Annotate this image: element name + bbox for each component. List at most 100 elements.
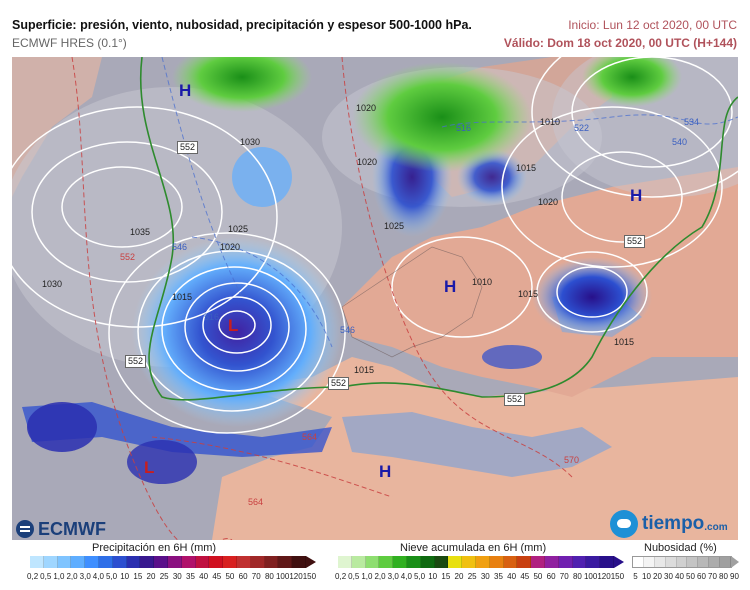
legend-swatch — [154, 556, 168, 568]
legend-swatch — [278, 556, 293, 568]
ecmwf-mark-icon — [16, 520, 34, 538]
legend-tick-label: 150 — [302, 572, 317, 581]
precip-uk — [232, 147, 292, 207]
legend-tick-label: 120 — [597, 572, 611, 581]
legend-snow-arrow-icon — [614, 556, 624, 568]
legend-swatch — [676, 557, 688, 567]
legend-precip-arrow-icon — [306, 556, 316, 568]
legend-swatch — [665, 557, 677, 567]
legend-tick-label: 20 — [454, 572, 464, 581]
thickness-552-line — [139, 57, 738, 401]
legend-swatch — [643, 557, 655, 567]
legend-tick-label: 2,0 — [66, 572, 78, 581]
high-center-east: H — [630, 186, 643, 205]
legend-swatch — [720, 557, 732, 567]
legend-swatch — [195, 556, 210, 568]
legend-swatch — [338, 556, 352, 568]
legend-tick-label: 150 — [610, 572, 625, 581]
isobar-label: 1010 — [472, 277, 493, 287]
legend-tick-label: 120 — [289, 572, 303, 581]
low-center-south: L — [144, 458, 155, 477]
thickness-label: 564 — [302, 432, 318, 442]
legend-swatch — [586, 556, 601, 568]
legend-tick-label: 70 — [251, 572, 261, 581]
tiempo-logo[interactable]: tiempo .com — [610, 510, 728, 538]
legend-tick-label: 4,0 — [400, 572, 412, 581]
legend-swatch — [434, 556, 449, 568]
legend-tick-label: 45 — [520, 572, 530, 581]
high-center-atlantic-north: H — [179, 81, 192, 100]
legend-tick-label: 40 — [199, 572, 209, 581]
isobars-high-e — [391, 57, 738, 338]
legend-swatch — [43, 556, 58, 568]
isobar-label: 1030 — [240, 137, 261, 147]
legend-swatch — [475, 556, 490, 568]
legend-swatch — [633, 557, 644, 567]
legend-snow-bar — [338, 556, 614, 568]
isobar-label: 1015 — [518, 289, 539, 299]
precip-band-south — [22, 402, 332, 457]
precip-band-blob2 — [127, 440, 197, 484]
snow-scandinavia — [352, 62, 532, 172]
legend-swatch — [420, 556, 435, 568]
legend-tick-label: 30 — [664, 572, 673, 581]
thickness-label: 564 — [248, 497, 264, 507]
ecmwf-logo-text: ECMWF — [38, 518, 106, 539]
high-center-central-europe: H — [444, 277, 457, 296]
legend-snow-ticks: 0,2 0,5 1,0 2,0 3,0 4,0 5,0 10 15 20 25 30 35 40 45 50 6… — [334, 572, 624, 581]
legend-swatch — [600, 556, 614, 568]
legend-swatch — [30, 556, 44, 568]
land-greenland — [12, 57, 102, 197]
legend-swatch — [292, 556, 306, 568]
legend-tick-label: 2,0 — [374, 572, 386, 581]
legend-cloud-ticks: 5 10 20 30 40 50 60 70 80 90 — [630, 572, 740, 581]
legend-swatch — [709, 557, 721, 567]
weather-map[interactable]: H H H H L L 1010 1015 1020 1020 1020 102… — [12, 57, 738, 540]
legend-tick-label: 50 — [686, 572, 695, 581]
legend-tick-label: 3,0 — [79, 572, 91, 581]
legend-cloud-bar — [632, 556, 732, 568]
legend-tick-label: 4,0 — [92, 572, 104, 581]
legend-swatch — [140, 556, 155, 568]
thickness-label: 522 — [574, 123, 590, 133]
snow-east — [582, 57, 682, 107]
legend-precip-title: Precipitación en 6H (mm) — [92, 542, 217, 554]
isobar-label: 1015 — [172, 292, 193, 302]
legend-tick-label: 90 — [730, 572, 739, 581]
legend-precipitation: Precipitación en 6H (mm) 0,2 0,5 1,0 2,0 3,0… — [27, 542, 320, 588]
legend-tick-label: 100 — [275, 572, 290, 581]
legend-swatch — [687, 557, 699, 567]
legend-tick-label: 50 — [533, 572, 543, 581]
legend-tick-label: 15 — [441, 572, 451, 581]
isobar-label: 1015 — [516, 163, 537, 173]
thickness-552-box: 552 — [624, 235, 646, 248]
legend-cloud-arrow-icon — [731, 556, 739, 568]
legend-tick-label: 25 — [467, 572, 477, 581]
legend-swatch — [654, 557, 666, 567]
model-name: ECMWF HRES (0.1°) — [12, 36, 127, 50]
legend-tick-label: 30 — [480, 572, 490, 581]
legend-tick-label: 35 — [494, 572, 503, 581]
legend-precip-bar — [30, 556, 306, 568]
isobar-label: 1015 — [354, 365, 375, 375]
thickness-lines — [71, 57, 573, 540]
legend-swatch — [365, 556, 380, 568]
legend-tick-label: 80 — [572, 572, 582, 581]
legend-swatch — [71, 556, 86, 568]
legend-precip-ticks: 0,2 0,5 1,0 2,0 3,0 4,0 5,0 10 15 20 25 30 35 40 45 50 6… — [26, 572, 316, 581]
legend-cloud: Nubosidad (%) 5 10 20 30 40 50 60 70 80 90 — [632, 542, 742, 588]
isobar-label: 1020 — [357, 157, 378, 167]
legend-tick-label: 10 — [642, 572, 651, 581]
legend-tick-label: 60 — [546, 572, 556, 581]
high-center-africa: H — [379, 462, 392, 481]
legend-swatch — [57, 556, 72, 568]
legend-tick-label: 100 — [583, 572, 598, 581]
legend-swatch — [379, 556, 394, 568]
thickness-label: 552 — [120, 252, 136, 262]
map-canvas — [12, 57, 738, 540]
tiempo-cloud-icon — [610, 510, 638, 538]
header: Superficie: presión, viento, nubosidad, … — [0, 0, 750, 56]
legend-swatch — [517, 556, 532, 568]
isobar-label: 1025 — [384, 221, 405, 231]
legend-swatch — [250, 556, 265, 568]
